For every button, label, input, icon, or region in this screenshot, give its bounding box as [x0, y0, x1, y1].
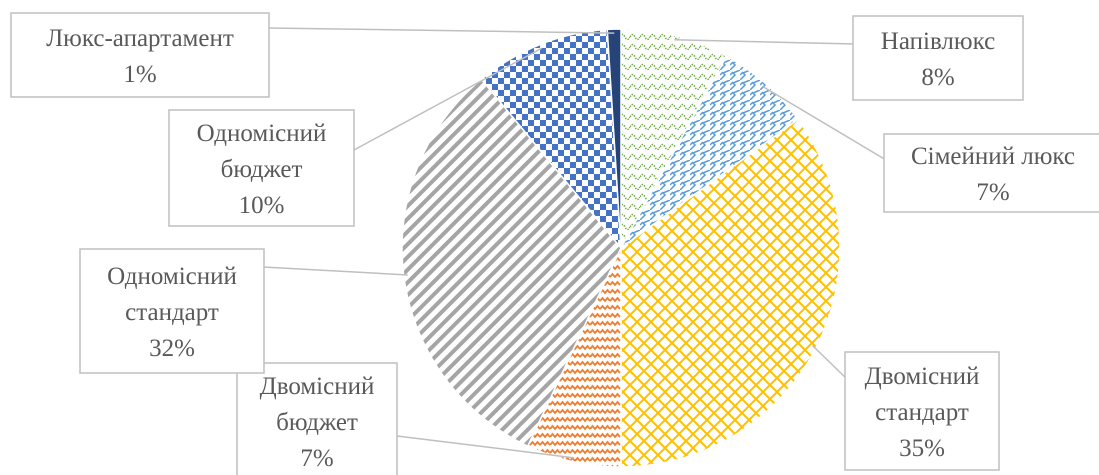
data-label-одномісний-бюджет: Одномісний бюджет 10%	[168, 109, 355, 227]
leader-line-двомісний-стандарт	[812, 345, 849, 381]
data-label-напівлюкс: Напівлюкс 8%	[852, 15, 1024, 101]
data-label-category: Двомісний	[260, 373, 375, 400]
leader-line-напівлюкс	[674, 39, 856, 45]
data-label-category: стандарт	[125, 299, 219, 326]
data-label-box	[883, 133, 1099, 213]
leader-line-сімейний-люкс	[762, 86, 887, 161]
data-label-двомісний-бюджет: Двомісний бюджет 7%	[236, 362, 398, 475]
data-label-percent: 35%	[899, 435, 945, 462]
leader-line-одномісний-стандарт	[262, 266, 408, 276]
data-label-category: Одномісний	[107, 263, 237, 290]
pie-slice-одномісний-бюджет	[480, 28, 622, 251]
data-label-percent: 7%	[300, 445, 333, 472]
data-label-category: Одномісний	[197, 120, 327, 147]
data-label-box	[10, 12, 270, 98]
data-label-percent: 7%	[976, 179, 1009, 206]
data-label-box	[236, 362, 398, 475]
leader-line-люкс-апартамент	[267, 27, 615, 34]
data-label-сімейний-люкс: Сімейний люкс 7%	[883, 133, 1099, 213]
data-label-люкс-апартамент: Люкс-апартамент 1%	[10, 12, 270, 98]
data-label-percent: 1%	[123, 61, 156, 88]
data-label-category: бюджет	[276, 409, 358, 436]
leader-line-двомісний-бюджет	[396, 435, 575, 459]
data-label-двомісний-стандарт: Двомісний стандарт 35%	[844, 351, 1000, 471]
leader-line-одномісний-бюджет	[353, 47, 543, 151]
data-label-category: стандарт	[875, 399, 969, 426]
data-label-category: бюджет	[221, 156, 303, 183]
data-label-category: Сімейний люкс	[911, 143, 1075, 170]
data-label-percent: 8%	[921, 64, 954, 91]
pie-slice-люкс-апартамент	[606, 28, 622, 249]
data-label-category: Двомісний	[865, 363, 980, 390]
pie-slice-напівлюкс	[620, 28, 728, 249]
data-label-box	[79, 248, 265, 374]
data-label-одномісний-стандарт: Одномісний стандарт 32%	[79, 248, 265, 374]
data-label-percent: 32%	[149, 335, 195, 362]
data-label-percent: 10%	[239, 192, 285, 219]
data-label-category: Напівлюкс	[881, 28, 995, 55]
data-label-box	[852, 15, 1024, 101]
pie-slice-двомісний-стандарт	[620, 118, 841, 468]
data-label-box	[168, 109, 355, 227]
data-label-box	[844, 351, 1000, 471]
data-label-category: Люкс-апартамент	[46, 25, 234, 52]
